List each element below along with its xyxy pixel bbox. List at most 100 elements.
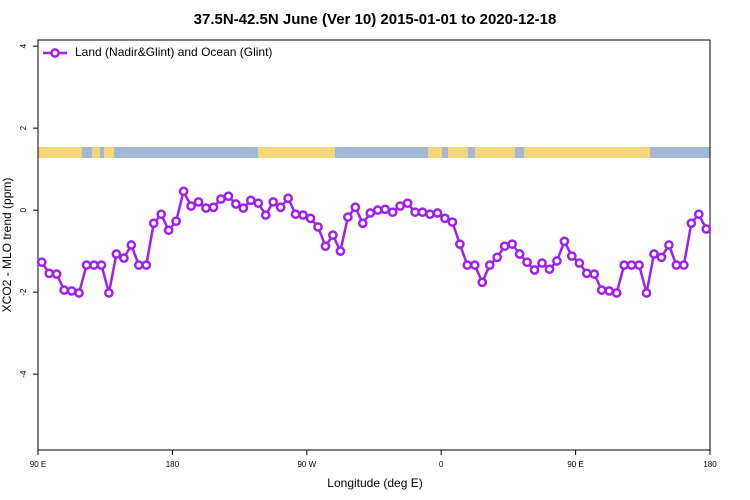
chart-title: 37.5N-42.5N June (Ver 10) 2015-01-01 to … (194, 11, 557, 28)
point (59, 285, 69, 295)
point (387, 207, 398, 218)
y-axis-label: XCO2 - MLO trend (ppm) (0, 178, 14, 313)
point (89, 260, 99, 270)
point (477, 277, 488, 288)
point (604, 286, 615, 296)
x-tick-label: 180 (703, 460, 717, 469)
point (357, 218, 368, 229)
point (141, 260, 152, 270)
point (432, 208, 443, 218)
point (596, 285, 607, 295)
point (111, 249, 122, 259)
point (178, 186, 189, 197)
point (499, 241, 510, 252)
point (529, 265, 540, 275)
point (216, 194, 226, 204)
point (484, 260, 495, 270)
point (514, 249, 525, 259)
series-line (40, 187, 708, 295)
point (417, 207, 428, 218)
point (260, 210, 271, 220)
x-tick-label: 90 E (567, 460, 583, 469)
point (193, 197, 204, 207)
point (634, 260, 644, 270)
point (104, 288, 114, 298)
point (283, 193, 293, 204)
point (275, 202, 286, 213)
point (81, 260, 92, 270)
point (693, 209, 704, 220)
point (581, 268, 592, 279)
point (148, 218, 159, 229)
point (522, 257, 532, 268)
y-tick-label: 0 (19, 207, 28, 212)
point (305, 213, 316, 224)
point (186, 201, 196, 211)
y-tick-label: 2 (19, 125, 28, 130)
point (223, 191, 234, 202)
y-tick-label: 4 (19, 43, 28, 48)
point (686, 218, 697, 229)
point (66, 286, 77, 296)
point (656, 252, 667, 263)
point (320, 241, 331, 252)
point (671, 260, 682, 270)
legend-marker (50, 48, 60, 58)
point (36, 257, 47, 268)
point (410, 207, 420, 218)
point (231, 199, 241, 209)
point (701, 224, 712, 234)
point (119, 253, 129, 263)
point (133, 260, 144, 270)
point (447, 217, 458, 227)
point (552, 256, 562, 266)
point (626, 260, 637, 270)
point (537, 258, 547, 268)
point (313, 222, 323, 232)
point (350, 202, 361, 213)
point (492, 252, 503, 263)
point (74, 288, 84, 298)
point (395, 201, 405, 211)
point (328, 230, 338, 241)
x-tick-label: 0 (439, 460, 444, 469)
point (171, 216, 181, 227)
point (372, 205, 383, 215)
point (253, 198, 264, 209)
point (507, 239, 517, 250)
point (51, 269, 62, 279)
point (268, 197, 279, 207)
point (208, 202, 219, 213)
point (343, 212, 353, 222)
point (290, 209, 301, 220)
point (335, 246, 346, 256)
point (245, 195, 256, 206)
point (298, 210, 308, 220)
point (163, 225, 174, 236)
point (126, 240, 137, 250)
x-tick-label: 180 (166, 460, 180, 469)
point (365, 208, 376, 218)
point (96, 260, 107, 270)
map-strip (38, 147, 710, 158)
legend-label: Land (Nadir&Glint) and Ocean (Glint) (75, 45, 272, 59)
point (567, 251, 577, 261)
point (238, 203, 249, 213)
y-tick-label: -4 (19, 370, 28, 378)
x-tick-label: 90 W (297, 460, 316, 469)
point (589, 269, 600, 279)
plot-frame (37, 39, 711, 451)
point (544, 264, 555, 275)
point (641, 288, 652, 298)
point (44, 268, 55, 279)
point (574, 258, 585, 268)
x-tick-label: 90 E (30, 460, 46, 469)
point (664, 240, 674, 250)
point (440, 213, 450, 224)
point (380, 204, 391, 215)
point (559, 236, 570, 247)
point (156, 209, 167, 220)
point (455, 239, 465, 250)
point (402, 198, 413, 209)
